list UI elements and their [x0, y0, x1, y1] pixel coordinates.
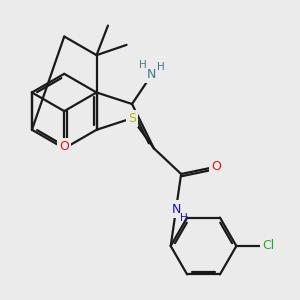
Text: H: H	[180, 213, 188, 223]
Text: H: H	[157, 62, 165, 72]
Text: H: H	[139, 61, 147, 70]
Text: N: N	[171, 202, 181, 216]
Text: S: S	[128, 112, 136, 125]
Text: N: N	[147, 68, 157, 81]
Text: O: O	[211, 160, 221, 173]
Text: N: N	[59, 142, 69, 155]
Text: O: O	[59, 140, 69, 153]
Text: Cl: Cl	[262, 239, 274, 253]
